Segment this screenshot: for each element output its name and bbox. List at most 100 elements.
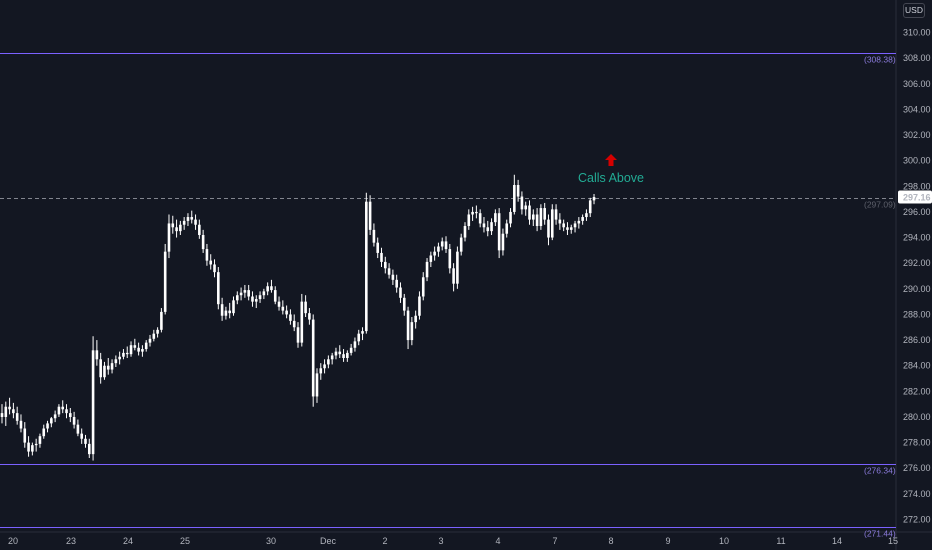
candle-body: [15, 413, 19, 421]
y-tick-label: 300.00: [903, 156, 931, 166]
up-arrow-icon: [605, 154, 617, 166]
last-price-badge: [898, 190, 932, 204]
y-tick-label: 306.00: [903, 79, 931, 89]
y-tick-label: 298.00: [903, 181, 931, 191]
y-tick-label: 276.00: [903, 463, 931, 473]
candle-body: [4, 406, 8, 417]
candle-body: [186, 217, 190, 221]
y-tick-label: 310.00: [903, 28, 931, 38]
candle-body: [440, 241, 444, 247]
candle-body: [509, 211, 512, 224]
candle-body: [217, 272, 220, 305]
candle-body: [57, 406, 61, 415]
candle-body: [513, 185, 516, 212]
candle-body: [118, 356, 121, 360]
candle-body: [383, 261, 387, 269]
y-tick-label: 308.00: [903, 53, 931, 63]
candle-body: [452, 268, 455, 284]
candle-body: [19, 420, 23, 429]
candle-body: [53, 414, 57, 419]
candle-body: [190, 217, 194, 220]
candle-body: [122, 352, 125, 357]
candle-body: [429, 255, 433, 262]
candle-body: [520, 196, 524, 210]
x-tick-label: 24: [123, 536, 133, 546]
candle-body: [315, 373, 319, 397]
candle-body: [160, 311, 163, 330]
y-tick-label: 302.00: [903, 130, 931, 140]
candle-body: [213, 264, 216, 273]
x-tick-label: 20: [8, 536, 18, 546]
candle-body: [490, 222, 493, 232]
candle-body: [171, 223, 175, 228]
candle-body: [425, 261, 429, 278]
candle-body: [376, 242, 380, 253]
candle-body: [42, 428, 46, 437]
candle-body: [319, 368, 323, 374]
candle-body: [106, 365, 110, 370]
candle-body: [34, 443, 38, 446]
candle-body: [141, 349, 144, 352]
x-tick-label: 30: [266, 536, 276, 546]
candle-body: [338, 351, 342, 355]
candle-body: [444, 241, 448, 250]
candle-body: [304, 301, 307, 314]
candle-body: [528, 205, 531, 220]
candle-body: [573, 223, 577, 228]
candle-body: [581, 217, 584, 221]
candle-body: [31, 445, 34, 452]
candle-body: [281, 306, 285, 311]
candle-body: [516, 185, 520, 197]
currency-badge[interactable]: USD: [903, 3, 925, 18]
candle-body: [254, 299, 258, 302]
candle-body: [69, 413, 72, 417]
candle-body: [289, 314, 292, 321]
candle-body: [277, 301, 281, 307]
x-tick-label: Dec: [320, 536, 337, 546]
candle-body: [300, 301, 304, 343]
candle-body: [467, 214, 471, 227]
y-tick-label: 286.00: [903, 335, 931, 345]
candle-body: [562, 223, 565, 228]
candle-body: [550, 209, 554, 238]
candle-body: [12, 409, 15, 414]
y-tick-label: 296.00: [903, 207, 931, 217]
candle-body: [0, 413, 4, 417]
y-tick-label: 292.00: [903, 258, 931, 268]
candle-body: [361, 331, 364, 334]
candle-body: [592, 197, 596, 201]
candle-body: [262, 291, 266, 296]
candle-body: [232, 300, 235, 314]
candle-body: [346, 352, 349, 359]
candle-body: [554, 209, 558, 220]
candle-body: [114, 359, 118, 364]
candle-body: [433, 251, 436, 256]
candle-body: [327, 359, 330, 365]
candle-body: [144, 342, 148, 350]
candle-body: [285, 310, 288, 315]
candle-body: [524, 205, 528, 210]
x-tick-label: 14: [832, 536, 842, 546]
candle-body: [148, 338, 152, 343]
x-tick-label: 7: [552, 536, 557, 546]
candle-body: [99, 359, 102, 378]
candle-body: [91, 350, 95, 455]
candle-body: [251, 296, 254, 302]
candle-body: [365, 201, 368, 332]
candle-body: [125, 352, 129, 355]
candle-body: [239, 292, 243, 296]
candle-body: [566, 227, 569, 230]
candle-body: [270, 286, 273, 291]
candle-body: [209, 260, 213, 265]
x-tick-label: 23: [66, 536, 76, 546]
candle-body: [391, 274, 395, 280]
candle-body: [27, 442, 30, 452]
candle-body: [437, 246, 440, 252]
y-tick-label: 294.00: [903, 233, 931, 243]
candle-body: [380, 252, 383, 262]
candle-body: [414, 315, 417, 323]
candle-body: [110, 363, 114, 370]
candle-body: [156, 329, 159, 334]
